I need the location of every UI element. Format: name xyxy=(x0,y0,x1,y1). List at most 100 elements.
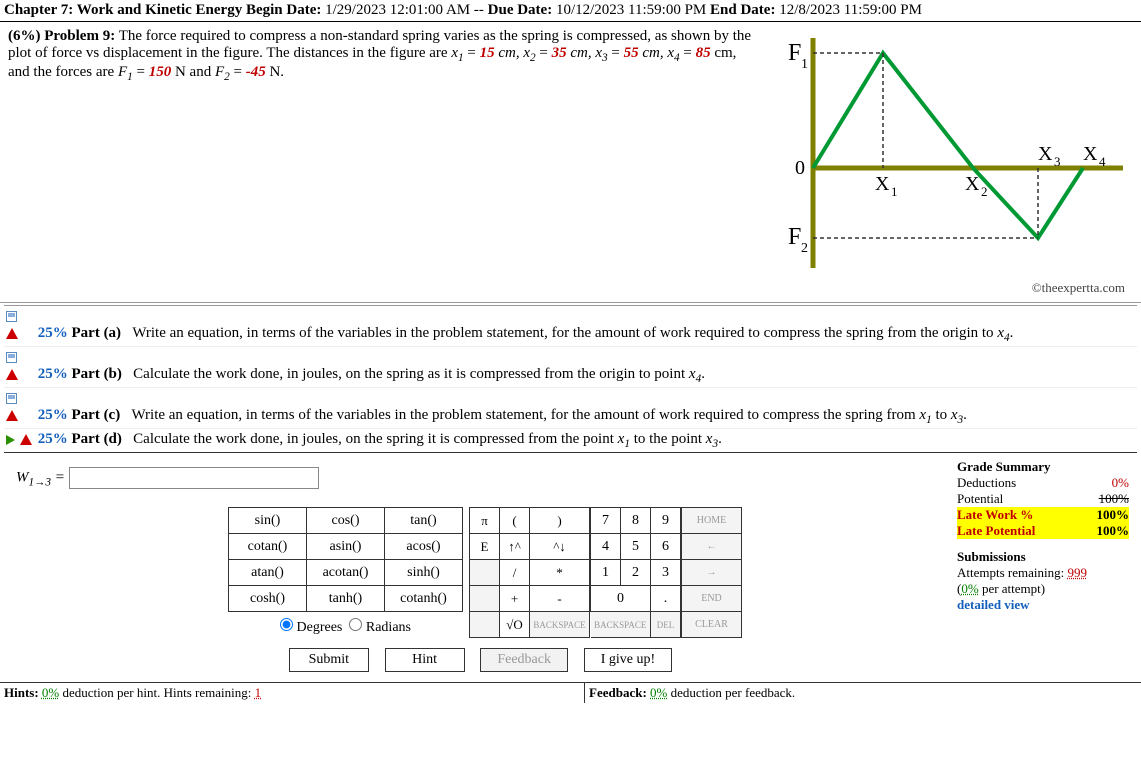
key-lparen[interactable]: ( xyxy=(500,508,530,534)
feedback-cell: Feedback: 0% deduction per feedback. xyxy=(585,683,799,703)
key-home[interactable]: HOME xyxy=(682,508,742,534)
key-rparen[interactable]: ) xyxy=(530,508,590,534)
key-acos[interactable]: acos() xyxy=(385,534,463,560)
part-b-row[interactable]: 25% Part (b) Calculate the work done, in… xyxy=(4,346,1137,387)
latepot-val: 100% xyxy=(1097,523,1130,539)
key-cotan[interactable]: cotan() xyxy=(229,534,307,560)
key-plus[interactable]: + xyxy=(500,586,530,612)
status-icon xyxy=(6,311,17,322)
begin-label: Begin Date: xyxy=(246,2,321,18)
key-acotan[interactable]: acotan() xyxy=(307,560,385,586)
svg-text:F: F xyxy=(788,224,801,250)
svg-text:X: X xyxy=(1083,143,1098,165)
radians-option[interactable]: Radians xyxy=(349,620,411,635)
key-mul[interactable]: * xyxy=(530,560,590,586)
key-del[interactable]: DEL xyxy=(651,612,681,638)
key-backspace[interactable]: BACKSPACE xyxy=(530,612,590,638)
key-atan[interactable]: atan() xyxy=(229,560,307,586)
svg-text:X: X xyxy=(1038,143,1053,165)
feedback-button[interactable]: Feedback xyxy=(480,648,568,672)
svg-text:1: 1 xyxy=(801,57,808,72)
symbol-keypad: π() E↑^^↓ /* +- √OBACKSPACE xyxy=(469,507,590,638)
key-8[interactable]: 8 xyxy=(621,508,651,534)
submit-button[interactable]: Submit xyxy=(289,648,369,672)
key-1[interactable]: 1 xyxy=(591,560,621,586)
footer-row: Hints: 0% deduction per hint. Hints rema… xyxy=(0,682,1141,703)
key-9[interactable]: 9 xyxy=(651,508,681,534)
key-supup[interactable]: ↑^ xyxy=(500,534,530,560)
key-3[interactable]: 3 xyxy=(651,560,681,586)
key-div[interactable]: / xyxy=(500,560,530,586)
key-sinh[interactable]: sinh() xyxy=(385,560,463,586)
warning-icon xyxy=(6,369,18,380)
hints-cell: Hints: 0% deduction per hint. Hints rema… xyxy=(0,683,585,703)
attempts-label: Attempts remaining: xyxy=(957,565,1067,580)
key-sin[interactable]: sin() xyxy=(229,508,307,534)
key-sqrt[interactable]: √O xyxy=(500,612,530,638)
key-cos[interactable]: cos() xyxy=(307,508,385,534)
warning-icon xyxy=(6,328,18,339)
svg-text:2: 2 xyxy=(801,241,808,256)
status-icon xyxy=(6,352,17,363)
end-label: End Date: xyxy=(710,2,775,18)
problem-pct: (6%) xyxy=(8,28,41,44)
svg-text:F: F xyxy=(788,40,801,66)
key-5[interactable]: 5 xyxy=(621,534,651,560)
part-d-row[interactable]: 25% Part (d) Calculate the work done, in… xyxy=(4,428,1137,453)
potential-label: Potential xyxy=(957,491,1003,507)
key-0[interactable]: 0 xyxy=(591,586,651,612)
attempts-val: 999 xyxy=(1067,565,1087,580)
part-a-row[interactable]: 25% Part (a) Write an equation, in terms… xyxy=(4,305,1137,346)
key-supdown[interactable]: ^↓ xyxy=(530,534,590,560)
parts-list: 25% Part (a) Write an equation, in terms… xyxy=(0,303,1141,455)
deductions-val: 0% xyxy=(1112,475,1129,491)
grade-panel: Grade Summary Deductions0% Potential100%… xyxy=(953,459,1133,678)
latepot-label: Late Potential xyxy=(957,523,1035,539)
key-end[interactable]: END xyxy=(682,586,742,612)
key-minus[interactable]: - xyxy=(530,586,590,612)
key-blank2[interactable] xyxy=(470,586,500,612)
key-6[interactable]: 6 xyxy=(651,534,681,560)
diagram-copyright: ©theexpertta.com xyxy=(763,280,1133,296)
key-blank3[interactable] xyxy=(470,612,500,638)
key-dot[interactable]: . xyxy=(651,586,681,612)
active-icon xyxy=(6,435,15,445)
potential-val: 100% xyxy=(1099,491,1129,507)
problem-text: (6%) Problem 9: The force required to co… xyxy=(8,28,763,296)
key-7[interactable]: 7 xyxy=(591,508,621,534)
end-date: 12/8/2023 11:59:00 PM xyxy=(779,2,922,18)
warning-icon xyxy=(6,410,18,421)
key-cosh[interactable]: cosh() xyxy=(229,586,307,612)
work-area: W1→3 = sin()cos()tan() cotan()asin()acos… xyxy=(0,455,1141,682)
problem-area: (6%) Problem 9: The force required to co… xyxy=(0,22,1141,303)
degrees-option[interactable]: Degrees xyxy=(280,620,342,635)
key-pi[interactable]: π xyxy=(470,508,500,534)
angle-mode: Degrees Radians xyxy=(229,612,463,638)
key-4[interactable]: 4 xyxy=(591,534,621,560)
key-asin[interactable]: asin() xyxy=(307,534,385,560)
key-tanh[interactable]: tanh() xyxy=(307,586,385,612)
detailed-view-link[interactable]: detailed view xyxy=(957,597,1030,612)
svg-text:1: 1 xyxy=(891,184,898,199)
latework-val: 100% xyxy=(1097,507,1130,523)
answer-input[interactable] xyxy=(69,467,319,489)
key-left[interactable]: ← xyxy=(682,534,742,560)
ctrl-keypad: HOME ← → END CLEAR xyxy=(681,507,742,638)
key-backspace2[interactable]: BACKSPACE xyxy=(591,612,651,638)
key-e[interactable]: E xyxy=(470,534,500,560)
x1-var: x1 xyxy=(451,45,463,61)
keypad: sin()cos()tan() cotan()asin()acos() atan… xyxy=(8,507,953,638)
key-tan[interactable]: tan() xyxy=(385,508,463,534)
key-right[interactable]: → xyxy=(682,560,742,586)
key-2[interactable]: 2 xyxy=(621,560,651,586)
grade-summary-hdr: Grade Summary xyxy=(957,459,1129,475)
hint-button[interactable]: Hint xyxy=(385,648,465,672)
svg-text:X: X xyxy=(965,173,980,195)
part-c-row[interactable]: 25% Part (c) Write an equation, in terms… xyxy=(4,387,1137,428)
latework-label: Late Work % xyxy=(957,507,1033,523)
key-clear[interactable]: CLEAR xyxy=(682,612,742,638)
button-row: Submit Hint Feedback I give up! xyxy=(8,638,953,678)
giveup-button[interactable]: I give up! xyxy=(584,648,672,672)
key-cotanh[interactable]: cotanh() xyxy=(385,586,463,612)
key-blank1[interactable] xyxy=(470,560,500,586)
